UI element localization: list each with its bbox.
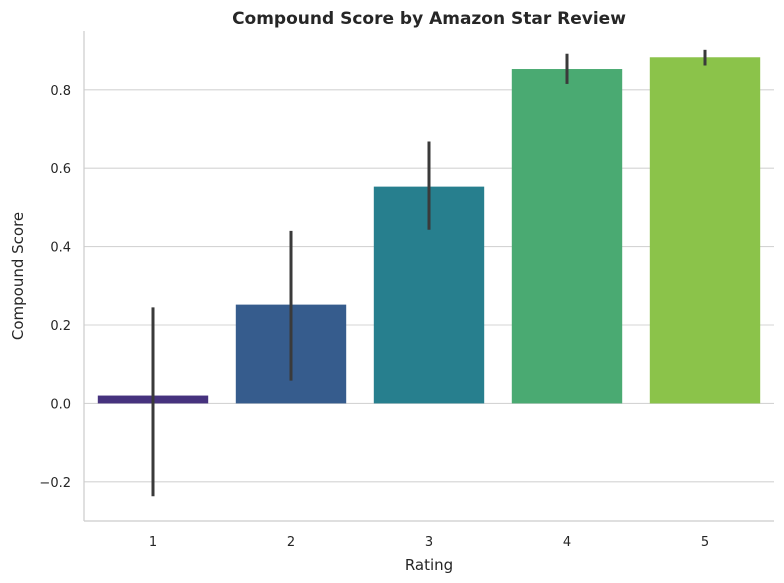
x-tick-label: 2 bbox=[287, 535, 295, 550]
x-tick-labels: 1 2 3 4 5 bbox=[149, 535, 709, 550]
bars bbox=[97, 57, 761, 404]
y-tick-label: 0.6 bbox=[50, 162, 71, 177]
y-tick-labels: −0.2 0.0 0.2 0.4 0.6 0.8 bbox=[39, 84, 71, 491]
y-tick-label: 0.2 bbox=[50, 319, 71, 334]
x-tick-label: 5 bbox=[701, 535, 709, 550]
bar-rating-4 bbox=[511, 69, 623, 404]
x-axis-label: Rating bbox=[405, 556, 453, 574]
axes bbox=[83, 31, 774, 522]
x-tick-label: 4 bbox=[563, 535, 571, 550]
y-axis-label: Compound Score bbox=[9, 212, 27, 340]
x-tick-label: 3 bbox=[425, 535, 433, 550]
y-tick-label: 0.4 bbox=[50, 241, 71, 256]
y-tick-label: 0.8 bbox=[50, 84, 71, 99]
y-tick-label: −0.2 bbox=[39, 476, 71, 491]
error-bars bbox=[151, 49, 707, 497]
chart-title: Compound Score by Amazon Star Review bbox=[232, 9, 626, 29]
bar-rating-5 bbox=[649, 57, 761, 404]
x-tick-label: 1 bbox=[149, 535, 157, 550]
y-tick-label: 0.0 bbox=[50, 397, 71, 412]
